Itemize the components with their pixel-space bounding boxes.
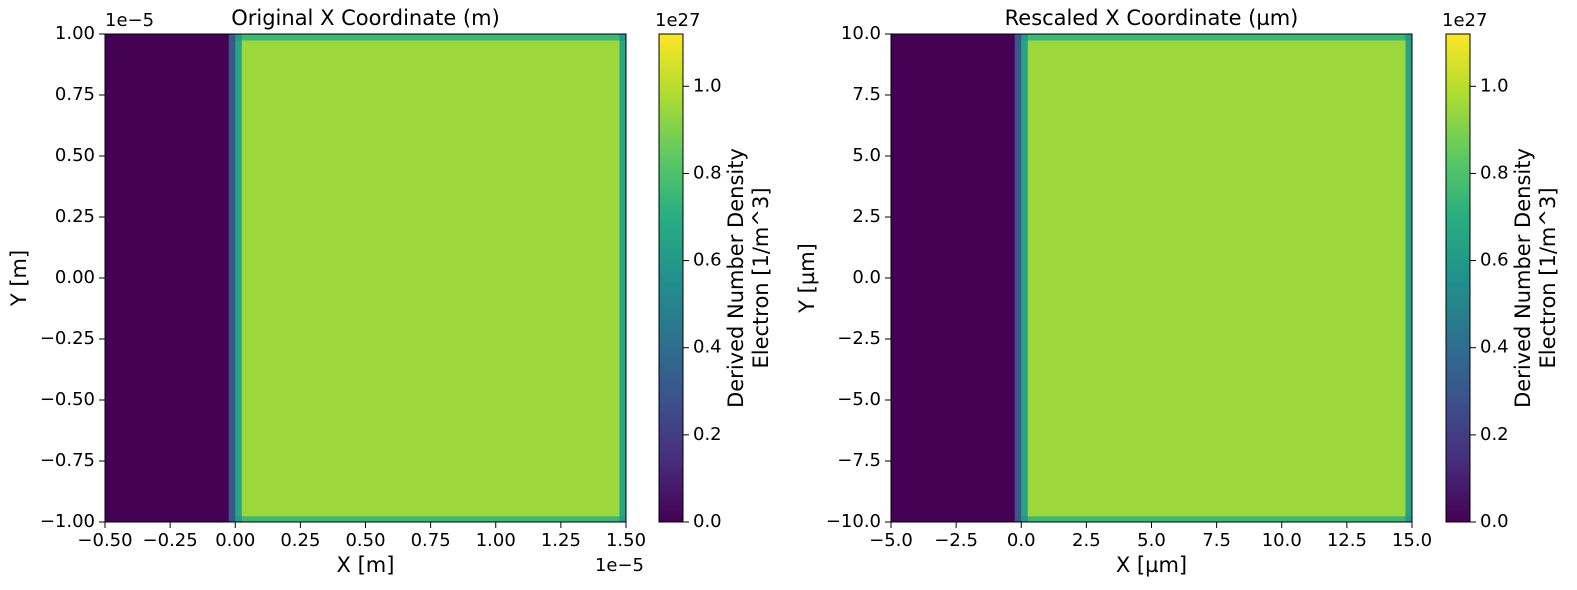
y-tick-label: −5.0	[837, 389, 881, 410]
colorbar-tick-label: 0.2	[693, 424, 722, 445]
heatmap-cell	[891, 515, 1016, 523]
heatmap-cell	[105, 515, 230, 523]
x-tick-label: 1.25	[541, 530, 581, 551]
colorbar-tick-label: 0.2	[1480, 424, 1509, 445]
heatmap-cell	[1405, 40, 1413, 517]
heatmap-cell	[1405, 515, 1413, 523]
heatmap-cell	[1027, 515, 1406, 523]
y-tick-label: −0.75	[40, 450, 95, 471]
x-tick-label: 0.00	[215, 530, 255, 551]
heatmap-cell	[235, 515, 243, 523]
x-tick-label: −2.5	[934, 530, 978, 551]
heatmap-cell	[105, 34, 230, 41]
y-tick-label: −1.00	[40, 511, 95, 532]
heatmap-cell	[1027, 34, 1406, 41]
colorbar-tick-label: 0.8	[693, 162, 722, 183]
heatmap-cell	[241, 34, 620, 41]
x-tick-label: 0.75	[411, 530, 451, 551]
heatmap-cell	[1021, 515, 1029, 523]
colorbar-label: Electron [1/m^3]	[1536, 187, 1560, 368]
colorbar-tick-label: 0.4	[1480, 337, 1509, 358]
x-offset-label: 1e−5	[595, 555, 644, 576]
heatmap-cell	[235, 40, 243, 517]
heatmap-cell	[619, 34, 627, 41]
y-tick-label: −0.50	[40, 389, 95, 410]
x-tick-label: 10.0	[1262, 530, 1302, 551]
heatmap-cell	[235, 34, 243, 41]
heatmap-cell	[1021, 40, 1029, 517]
heatmap-cell	[241, 40, 620, 517]
x-tick-label: 12.5	[1327, 530, 1367, 551]
x-tick-label: 1.00	[476, 530, 516, 551]
y-tick-label: 1.00	[55, 23, 95, 44]
colorbar-tick-label: 0.6	[1480, 250, 1509, 271]
x-axis-label: X [m]	[337, 553, 395, 577]
x-axis-label: X [µm]	[1116, 553, 1187, 577]
heatmap-cell	[891, 34, 1016, 41]
colorbar-tick-label: 1.0	[693, 75, 722, 96]
y-tick-label: 0.50	[55, 145, 95, 166]
x-tick-label: −5.0	[869, 530, 913, 551]
colorbar-tick-label: 0.0	[1480, 511, 1509, 532]
heatmap-cell	[1014, 34, 1022, 41]
x-tick-label: 0.50	[345, 530, 385, 551]
colorbar	[1445, 33, 1471, 523]
colorbar-tick-label: 1.0	[1480, 75, 1509, 96]
heatmap-cell	[891, 40, 1016, 517]
heatmap-cell	[241, 515, 620, 523]
y-tick-label: 10.0	[841, 23, 881, 44]
heatmap-cell	[1027, 40, 1406, 517]
heatmap-cell	[228, 515, 236, 523]
x-tick-label: 15.0	[1392, 530, 1432, 551]
y-tick-label: 5.0	[852, 145, 881, 166]
y-tick-label: 0.75	[55, 84, 95, 105]
y-tick-label: 2.5	[852, 206, 881, 227]
chart-title: Original X Coordinate (m)	[231, 6, 500, 30]
y-axis-label: Y [µm]	[795, 243, 819, 314]
colorbar-tick-label: 0.0	[693, 511, 722, 532]
colorbar-label: Derived Number Density	[724, 148, 748, 408]
heatmap-cell	[1014, 40, 1022, 517]
y-tick-label: −2.5	[837, 328, 881, 349]
x-tick-label: 2.5	[1072, 530, 1101, 551]
colorbar-tick-label: 0.8	[1480, 162, 1509, 183]
colorbar	[658, 33, 684, 523]
colorbar-tick-label: 0.4	[693, 337, 722, 358]
heatmap-cell	[619, 515, 627, 523]
x-tick-label: 1.50	[606, 530, 646, 551]
y-tick-label: 0.0	[852, 267, 881, 288]
y-axis-label: Y [m]	[7, 250, 31, 307]
y-tick-label: −10.0	[826, 511, 881, 532]
x-tick-label: 0.0	[1007, 530, 1036, 551]
heatmap-cell	[619, 40, 627, 517]
colorbar-offset-label: 1e27	[1442, 10, 1487, 31]
y-tick-label: 7.5	[852, 84, 881, 105]
y-tick-label: 0.00	[55, 267, 95, 288]
heatmap-cell	[228, 40, 236, 517]
x-tick-label: 5.0	[1137, 530, 1166, 551]
x-tick-label: −0.25	[143, 530, 198, 551]
y-tick-label: −0.25	[40, 328, 95, 349]
colorbar-label: Electron [1/m^3]	[749, 187, 773, 368]
chart-title: Rescaled X Coordinate (µm)	[1005, 6, 1299, 30]
colorbar-label: Derived Number Density	[1511, 148, 1535, 408]
x-tick-label: 0.25	[280, 530, 320, 551]
colorbar-tick-label: 0.6	[693, 250, 722, 271]
y-tick-label: −7.5	[837, 450, 881, 471]
heatmap-cell	[1021, 34, 1029, 41]
heatmap-cell	[228, 34, 236, 41]
heatmap-cell	[1405, 34, 1413, 41]
colorbar-offset-label: 1e27	[655, 10, 700, 31]
y-tick-label: 0.25	[55, 206, 95, 227]
heatmap-cell	[105, 40, 230, 517]
x-tick-label: −0.50	[77, 530, 132, 551]
heatmap-cell	[1014, 515, 1022, 523]
x-tick-label: 7.5	[1202, 530, 1231, 551]
y-offset-label: 1e−5	[105, 10, 154, 31]
